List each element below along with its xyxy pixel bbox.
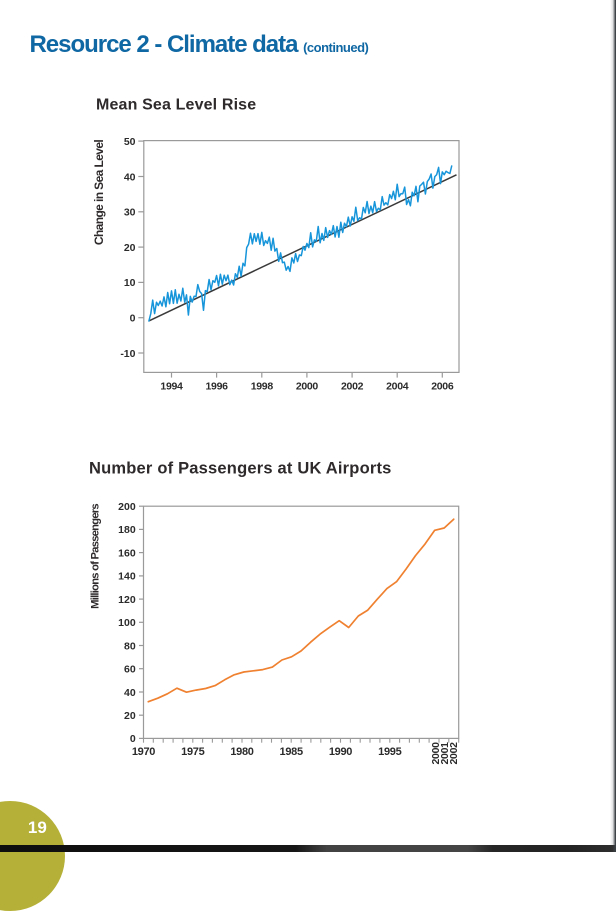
svg-text:40: 40 [124,171,136,183]
svg-text:2002: 2002 [341,380,364,392]
svg-text:2000: 2000 [430,742,442,765]
svg-text:2000: 2000 [296,380,319,392]
svg-text:60: 60 [124,664,136,676]
svg-text:1995: 1995 [378,746,401,758]
svg-text:1990: 1990 [329,746,352,758]
svg-text:-10: -10 [120,348,135,360]
svg-text:Mean Sea Level Rise: Mean Sea Level Rise [96,96,256,113]
svg-text:140: 140 [118,571,136,583]
svg-text:1975: 1975 [181,746,204,758]
svg-text:80: 80 [124,640,136,652]
svg-text:20: 20 [124,242,136,254]
svg-text:120: 120 [118,594,136,606]
svg-text:0: 0 [130,313,136,325]
svg-text:0: 0 [130,733,136,745]
svg-text:180: 180 [118,524,136,536]
svg-text:1994: 1994 [160,380,183,392]
svg-text:2006: 2006 [431,380,454,392]
svg-text:Change in Sea Level: Change in Sea Level [92,140,106,246]
svg-text:2004: 2004 [386,380,409,392]
svg-text:Millions of Passengers: Millions of Passengers [90,504,102,609]
svg-text:2001: 2001 [439,742,451,765]
svg-text:160: 160 [118,547,136,559]
svg-text:1980: 1980 [230,746,253,758]
svg-text:1970: 1970 [132,746,155,758]
svg-text:10: 10 [124,277,136,289]
svg-text:50: 50 [124,136,136,148]
svg-text:Number of Passengers at UK Air: Number of Passengers at UK Airports [89,460,392,478]
svg-text:100: 100 [118,617,136,629]
svg-text:1996: 1996 [206,380,229,392]
svg-text:2002: 2002 [448,742,460,765]
svg-text:200: 200 [118,501,136,513]
svg-text:30: 30 [124,207,136,219]
svg-text:1998: 1998 [251,380,274,392]
svg-text:40: 40 [124,687,136,699]
svg-text:1985: 1985 [280,746,303,758]
svg-text:20: 20 [124,710,136,722]
